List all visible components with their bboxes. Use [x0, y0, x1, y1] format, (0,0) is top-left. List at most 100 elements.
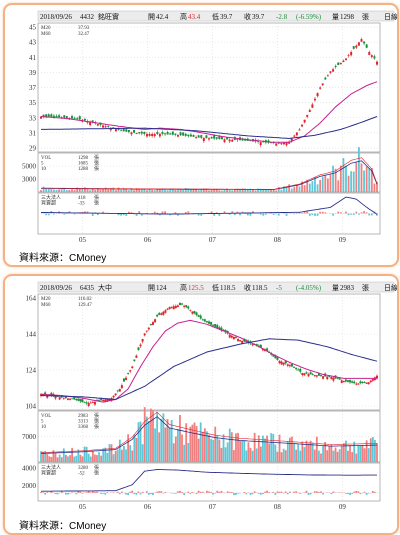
candle [135, 132, 138, 135]
ma60-legend-label: M60 [41, 32, 51, 37]
volume-bar [135, 437, 138, 462]
candle [79, 398, 82, 403]
candle-body [210, 321, 213, 325]
candle-body [360, 39, 363, 42]
inst-bar [359, 492, 362, 495]
volume-bar [365, 440, 368, 462]
volume-bar [205, 188, 208, 192]
inst-legend-unit: 張 [94, 195, 99, 201]
inst-bar [150, 492, 152, 495]
candle-body [309, 372, 312, 375]
candle [298, 127, 301, 131]
candle [297, 367, 300, 371]
volume-bar [326, 450, 329, 462]
volume-bar [184, 187, 187, 192]
header-name: 銘旺實 [98, 12, 119, 21]
inst-bar [236, 211, 239, 214]
volume-legend-unit: 張 [94, 155, 99, 161]
candle [89, 401, 92, 404]
volume-bar [71, 189, 73, 192]
inst-bar [67, 492, 69, 495]
volume-bar [164, 189, 166, 192]
volume-bar [334, 168, 337, 192]
candle [359, 379, 362, 385]
volume-bar [222, 434, 225, 462]
inst-bar [272, 491, 275, 493]
candle [62, 397, 65, 400]
candle-body [218, 327, 221, 330]
candle-body [288, 365, 291, 367]
header-change: -5 [276, 284, 282, 292]
volume-bar [161, 188, 164, 192]
inst-bar [360, 212, 363, 214]
candle [191, 311, 194, 315]
volume-bar [116, 449, 119, 462]
candle-body [342, 60, 345, 62]
inst-bar [214, 492, 217, 494]
inst-bar [212, 492, 215, 495]
volume-bar [257, 435, 260, 462]
candle [158, 312, 161, 316]
volume-ma5-line [40, 411, 378, 453]
inst-bar [307, 492, 310, 495]
candle [172, 304, 175, 310]
candle [316, 92, 319, 98]
candle-body [193, 311, 196, 314]
inst-bar [177, 213, 179, 216]
candle [350, 50, 353, 57]
price-tick-label: 39 [29, 69, 37, 77]
volume-bar [245, 450, 248, 462]
inst-bar [189, 492, 192, 494]
price-tick-label: 43 [29, 39, 37, 47]
candle-body [328, 375, 331, 377]
inst-legend-label: 買賣超 [41, 200, 56, 207]
candle-body [143, 333, 146, 336]
volume-bar [235, 433, 237, 462]
inst-bar [208, 491, 210, 493]
candle [158, 132, 161, 138]
candle-body [262, 141, 265, 143]
volume-bar [283, 186, 285, 192]
ma60-line [40, 338, 378, 401]
candle [118, 388, 121, 392]
candle [133, 359, 136, 362]
candle [143, 131, 146, 136]
candle [321, 83, 324, 86]
inst-bar [199, 491, 202, 493]
institutional-pane [37, 462, 381, 502]
inst-bar [42, 492, 44, 493]
month-label: 08 [274, 503, 282, 511]
candle-body [368, 52, 371, 55]
volume-bar [114, 450, 117, 462]
volume-bar [91, 450, 94, 462]
header-period: 日線 [384, 12, 397, 21]
candle [98, 398, 101, 401]
volume-bar [122, 188, 125, 192]
inst-bar [319, 211, 322, 214]
candle [295, 367, 298, 371]
candle [45, 113, 48, 119]
volume-bar [308, 183, 311, 192]
volume-bar [201, 431, 204, 462]
candle-body [277, 142, 280, 144]
candle-body [151, 133, 154, 136]
inst-bar [233, 213, 236, 216]
candle-body [293, 366, 296, 368]
ma20-legend-value: 37.93 [78, 26, 90, 31]
volume-bar [298, 186, 301, 192]
volume-bar [272, 433, 275, 462]
candle [164, 132, 167, 137]
candle-body [104, 399, 107, 402]
candle-body [308, 110, 311, 112]
inst-bar [153, 211, 156, 214]
candle-body [199, 315, 202, 319]
volume-bar [137, 422, 140, 462]
volume-bar [259, 188, 262, 192]
candle-body [330, 377, 333, 379]
inst-bar [75, 492, 78, 495]
volume-bar [112, 454, 115, 462]
candle-body [145, 133, 148, 137]
candle [319, 86, 322, 90]
ma60-line [41, 116, 378, 140]
volume-bar [187, 188, 190, 192]
